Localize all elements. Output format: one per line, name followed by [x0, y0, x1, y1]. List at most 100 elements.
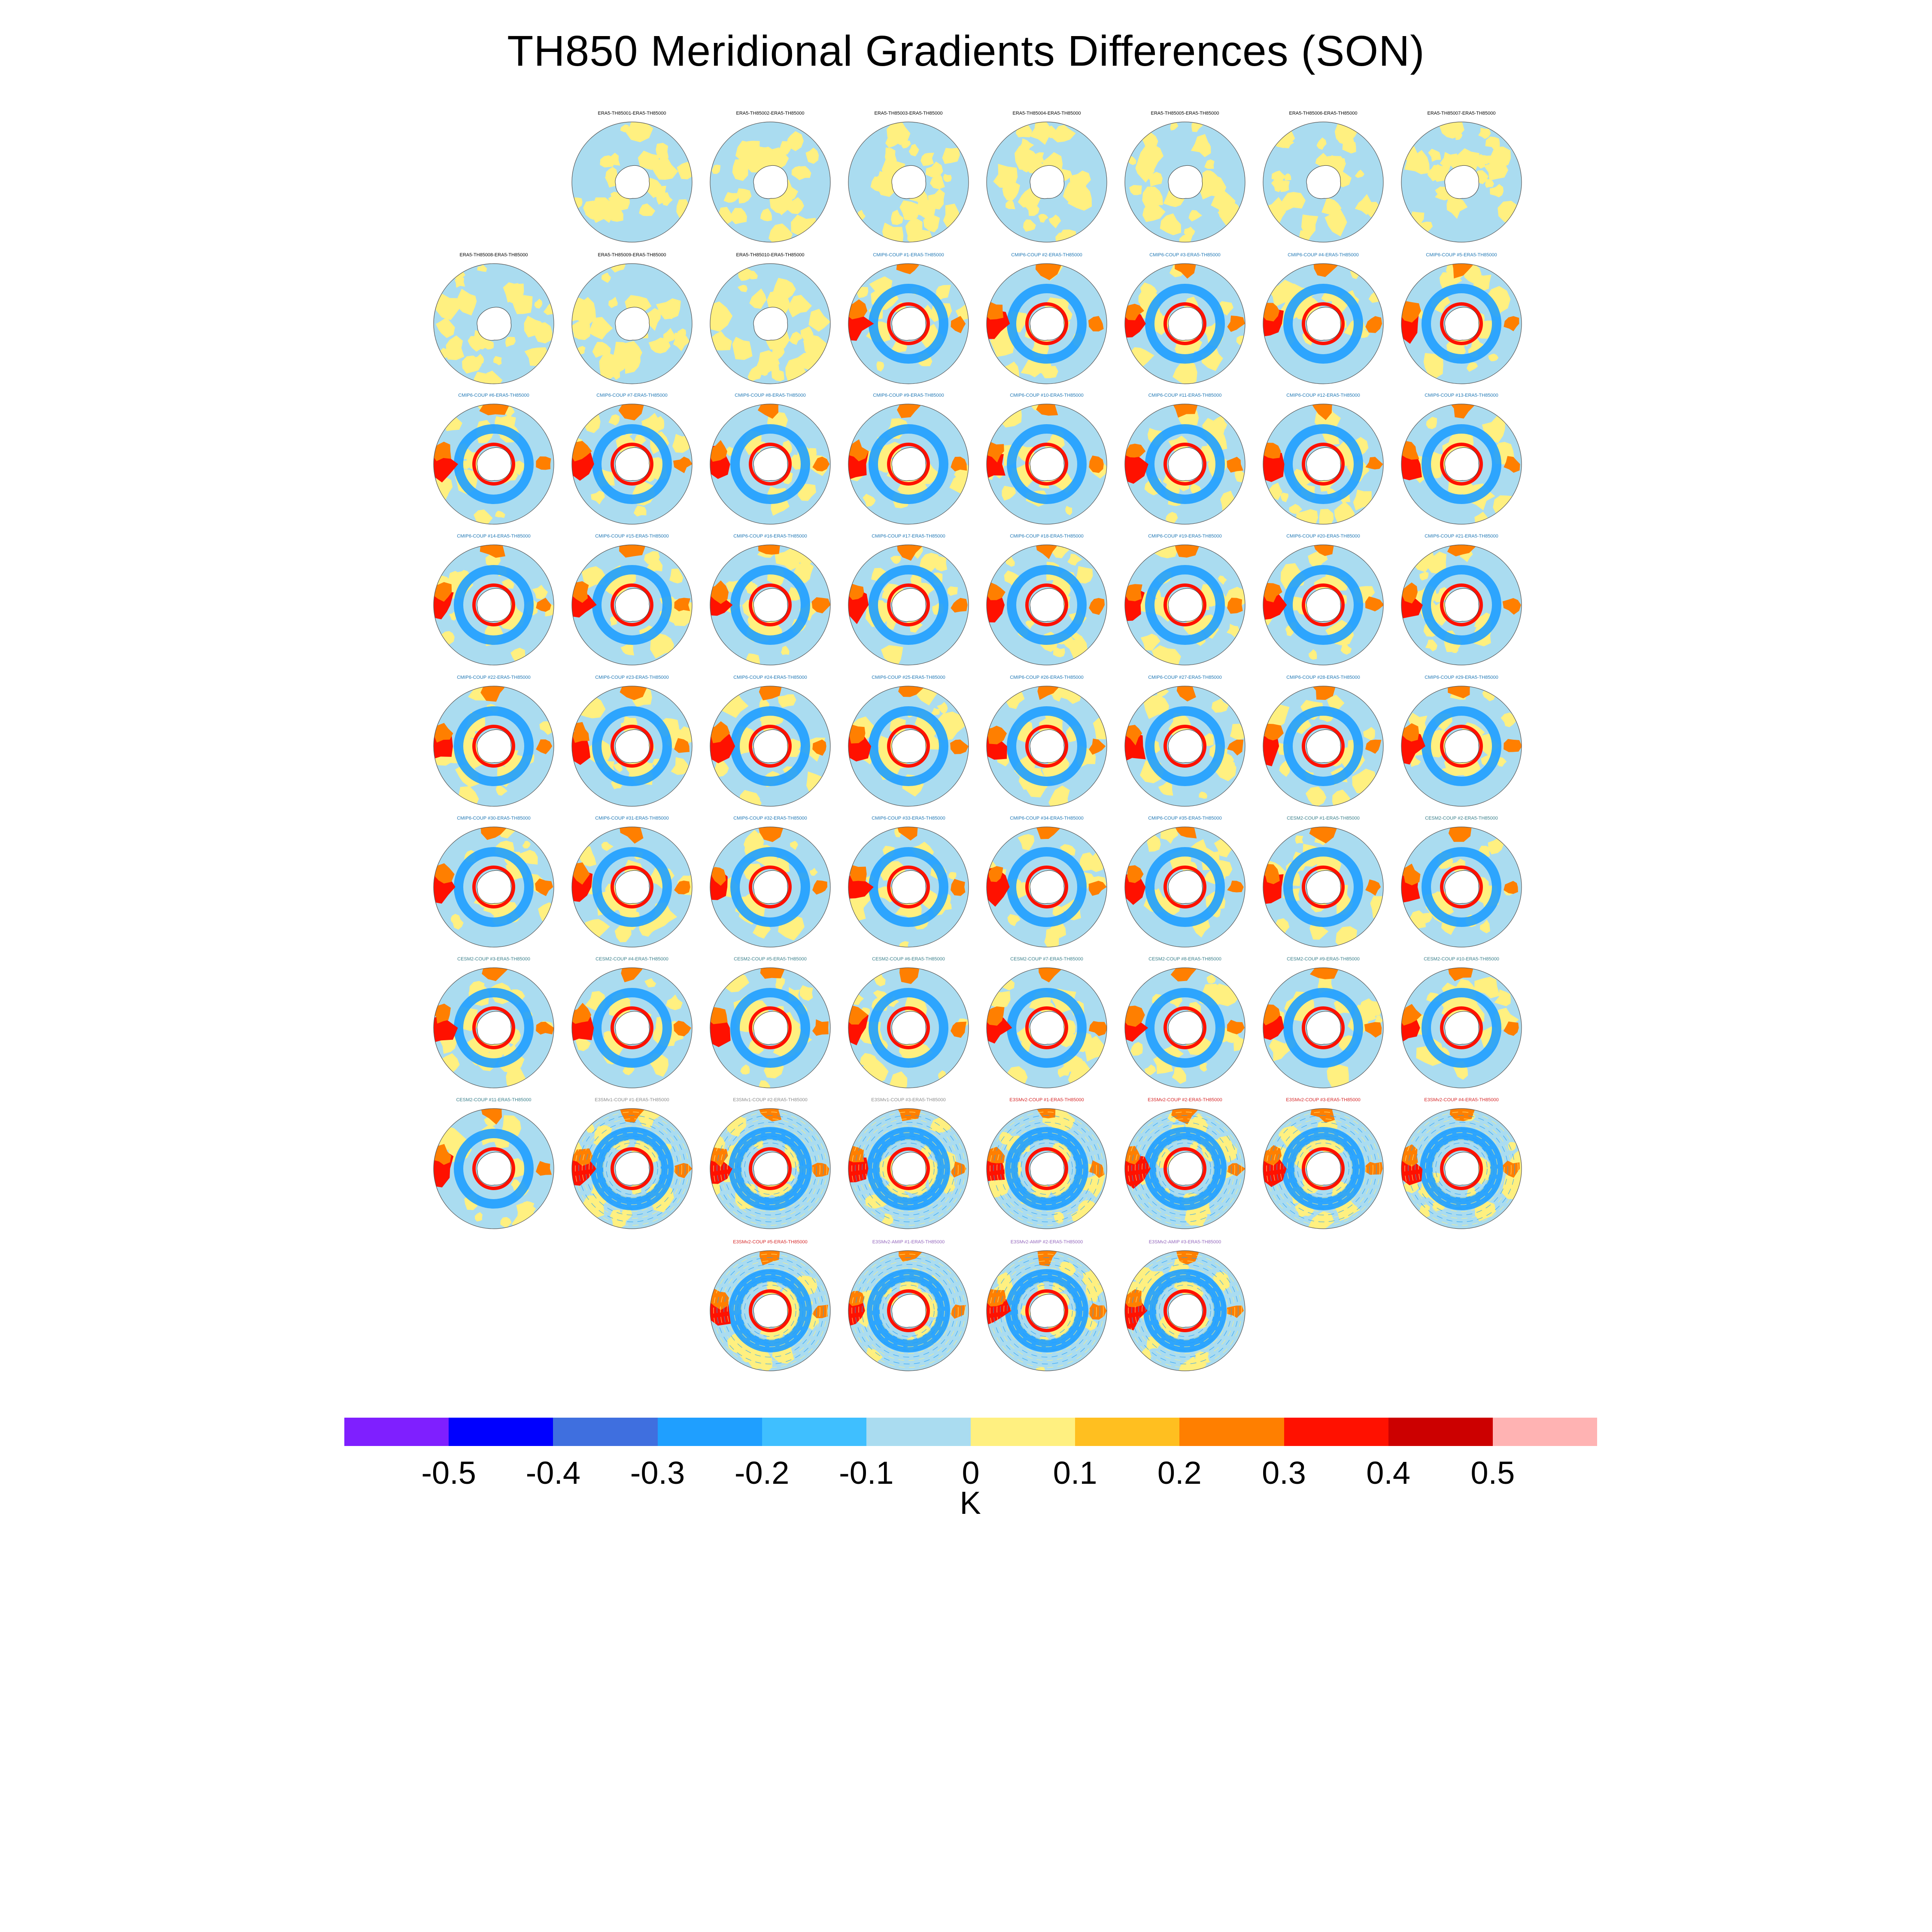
- panel-title: CMIP6-COUP #12-ERA5-TH85000: [1286, 393, 1360, 398]
- positive-anomaly-sector: [987, 441, 1004, 463]
- map-boundary: [1263, 686, 1384, 807]
- map-boundary: [1263, 404, 1384, 525]
- antarctica-landmass: [1168, 870, 1203, 904]
- negative-anomaly-ring: [869, 424, 948, 504]
- map-panel: CMIP6-COUP #31-ERA5-TH85000: [568, 816, 696, 953]
- anomaly-patch: [778, 694, 796, 708]
- antarctica-landmass: [891, 1151, 927, 1186]
- map-panel: CMIP6-COUP #35-ERA5-TH85000: [1121, 816, 1249, 953]
- positive-anomaly-sector: [619, 827, 644, 844]
- anomaly-patch: [620, 124, 629, 133]
- negative-anomaly-ring: [592, 847, 672, 927]
- panel-title: ERA5-TH85009-ERA5-TH85000: [598, 252, 666, 258]
- coastal-gradient-ring: [1163, 1006, 1206, 1049]
- positive-anomaly-sector: [951, 316, 966, 334]
- coastal-gradient-ring: [887, 1289, 930, 1332]
- polar-stereographic-map: [848, 826, 969, 948]
- anomaly-patch: [1319, 509, 1334, 524]
- anomaly-patch: [484, 340, 494, 349]
- positive-anomaly-sector: [1089, 456, 1104, 473]
- positive-anomaly-sector: [1448, 827, 1472, 842]
- panel-title: CMIP6-COUP #26-ERA5-TH85000: [1010, 675, 1084, 680]
- positive-anomaly-sector: [434, 863, 455, 884]
- anomaly-patch: [857, 287, 869, 298]
- antarctica-landmass: [477, 729, 512, 763]
- stripe-artifact: [872, 1274, 945, 1347]
- anomaly-patch: [665, 306, 677, 319]
- coastal-gradient-ring: [1163, 1289, 1206, 1332]
- positive-anomaly-sector: [987, 582, 1005, 600]
- polar-stereographic-map: [1263, 1108, 1384, 1229]
- panel-title: E3SMv2-AMIP #1-ERA5-TH85000: [872, 1239, 945, 1245]
- stripe-artifact: [1287, 1132, 1360, 1205]
- map-boundary: [1124, 404, 1245, 525]
- panel-title: CMIP6-COUP #2-ERA5-TH85000: [1011, 252, 1082, 258]
- panel-title: CMIP6-COUP #30-ERA5-TH85000: [457, 816, 531, 821]
- positive-anomaly-sector: [674, 881, 690, 895]
- antarctica-landmass: [477, 1011, 512, 1045]
- map-panel: CMIP6-COUP #33-ERA5-TH85000: [844, 816, 973, 953]
- polar-stereographic-map: [571, 263, 693, 384]
- anomaly-patch: [1031, 152, 1045, 164]
- anomaly-patch: [1143, 695, 1169, 719]
- coastal-gradient-ring: [611, 1147, 653, 1190]
- panel-title: CESM2-COUP #9-ERA5-TH85000: [1287, 957, 1360, 962]
- anomaly-patch: [600, 155, 615, 168]
- anomaly-patch: [710, 1182, 720, 1196]
- anomaly-patch: [539, 721, 553, 735]
- map-boundary: [1401, 122, 1522, 243]
- panel-title: CMIP6-COUP #6-ERA5-TH85000: [458, 393, 529, 398]
- map-boundary: [1263, 544, 1384, 665]
- anomaly-patch: [1142, 186, 1163, 209]
- stripe-artifact: [1135, 1261, 1235, 1361]
- anomaly-patch: [809, 868, 818, 876]
- anomaly-patch: [520, 1201, 535, 1216]
- map-boundary: [710, 544, 831, 665]
- stripe-artifact: [720, 1118, 820, 1219]
- positive-anomaly-sector: [619, 1109, 644, 1123]
- anomaly-patch: [671, 757, 690, 775]
- polar-stereographic-map: [1401, 826, 1522, 948]
- anomaly-patch: [1488, 838, 1505, 854]
- colorbar-swatch: [1284, 1418, 1389, 1446]
- anomaly-patch: [634, 434, 646, 446]
- positive-anomaly-sector: [710, 730, 735, 763]
- stripe-artifact: [1415, 1122, 1508, 1215]
- antarctica-landmass: [1168, 1011, 1203, 1045]
- anomaly-patch: [677, 328, 687, 337]
- positive-anomaly-sector: [1125, 584, 1142, 601]
- map-panel: E3SMv1-COUP #3-ERA5-TH85000: [844, 1097, 973, 1235]
- map-panel: CMIP6-COUP #27-ERA5-TH85000: [1121, 675, 1249, 812]
- stripe-artifact: [582, 1118, 682, 1219]
- panel-title: ERA5-TH85001-ERA5-TH85000: [598, 111, 666, 116]
- polar-stereographic-map: [1263, 122, 1384, 243]
- colorbar-units: K: [960, 1485, 981, 1521]
- coastal-gradient-ring: [749, 1006, 792, 1049]
- colorbar-tick-label: -0.5: [421, 1455, 476, 1491]
- negative-anomaly-ring: [869, 565, 948, 645]
- map-panel: E3SMv1-COUP #1-ERA5-TH85000: [568, 1097, 696, 1235]
- negative-anomaly-ring: [1007, 706, 1087, 786]
- negative-anomaly-ring: [1422, 706, 1501, 786]
- antarctica-landmass: [1306, 870, 1341, 904]
- colorbar-tick-label: -0.2: [734, 1455, 790, 1491]
- anomaly-patch: [639, 203, 656, 216]
- panel-title: CMIP6-COUP #23-ERA5-TH85000: [595, 675, 669, 680]
- anomaly-patch: [1355, 170, 1364, 178]
- stripe-artifact: [879, 1281, 938, 1340]
- map-boundary: [433, 544, 554, 665]
- anomaly-patch: [1147, 835, 1161, 852]
- positive-anomaly-sector: [951, 879, 966, 896]
- stripe-artifact: [717, 1115, 824, 1222]
- polar-stereographic-map: [710, 122, 831, 243]
- coastal-gradient-ring: [749, 725, 792, 768]
- coastal-gradient-ring: [887, 1006, 930, 1049]
- anomaly-patch: [644, 978, 656, 987]
- panel-title: CESM2-COUP #7-ERA5-TH85000: [1010, 957, 1083, 962]
- positive-anomaly-sector: [1504, 316, 1519, 331]
- stripe-artifact: [1294, 1139, 1353, 1198]
- map-panel: E3SMv1-COUP #2-ERA5-TH85000: [706, 1097, 835, 1235]
- stripe-artifact: [1152, 1278, 1218, 1344]
- stripe-artifact: [1422, 1129, 1501, 1209]
- positive-anomaly-sector: [572, 722, 589, 743]
